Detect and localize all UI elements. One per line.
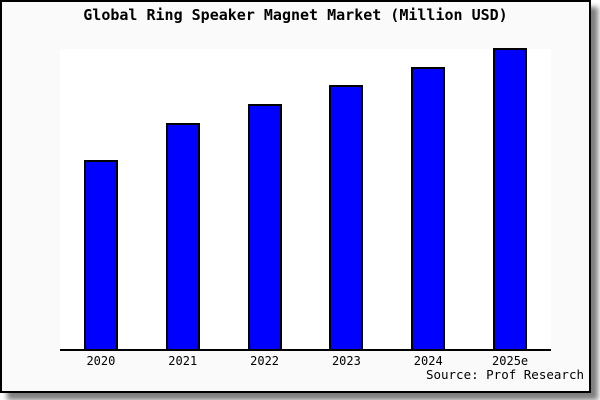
bar-2023 bbox=[329, 85, 363, 349]
bar-2022 bbox=[248, 104, 282, 349]
bar-2020 bbox=[84, 160, 118, 349]
x-axis-ticks: 2020 2021 2022 2023 2024 2025e bbox=[60, 354, 551, 370]
x-tick-2024: 2024 bbox=[413, 354, 443, 368]
bar-2024 bbox=[411, 67, 445, 349]
plot-area bbox=[60, 48, 551, 351]
bar-2021 bbox=[166, 123, 200, 349]
x-tick-2021: 2021 bbox=[168, 354, 198, 368]
x-tick-2020: 2020 bbox=[86, 354, 116, 368]
source-credit: Source: Prof Research bbox=[425, 367, 584, 382]
chart-frame: Global Ring Speaker Magnet Market (Milli… bbox=[0, 0, 591, 393]
x-tick-2022: 2022 bbox=[250, 354, 280, 368]
x-tick-2025e: 2025e bbox=[492, 354, 529, 368]
bar-2025e bbox=[493, 48, 527, 349]
x-tick-2023: 2023 bbox=[331, 354, 361, 368]
chart-title: Global Ring Speaker Magnet Market (Milli… bbox=[83, 6, 508, 24]
